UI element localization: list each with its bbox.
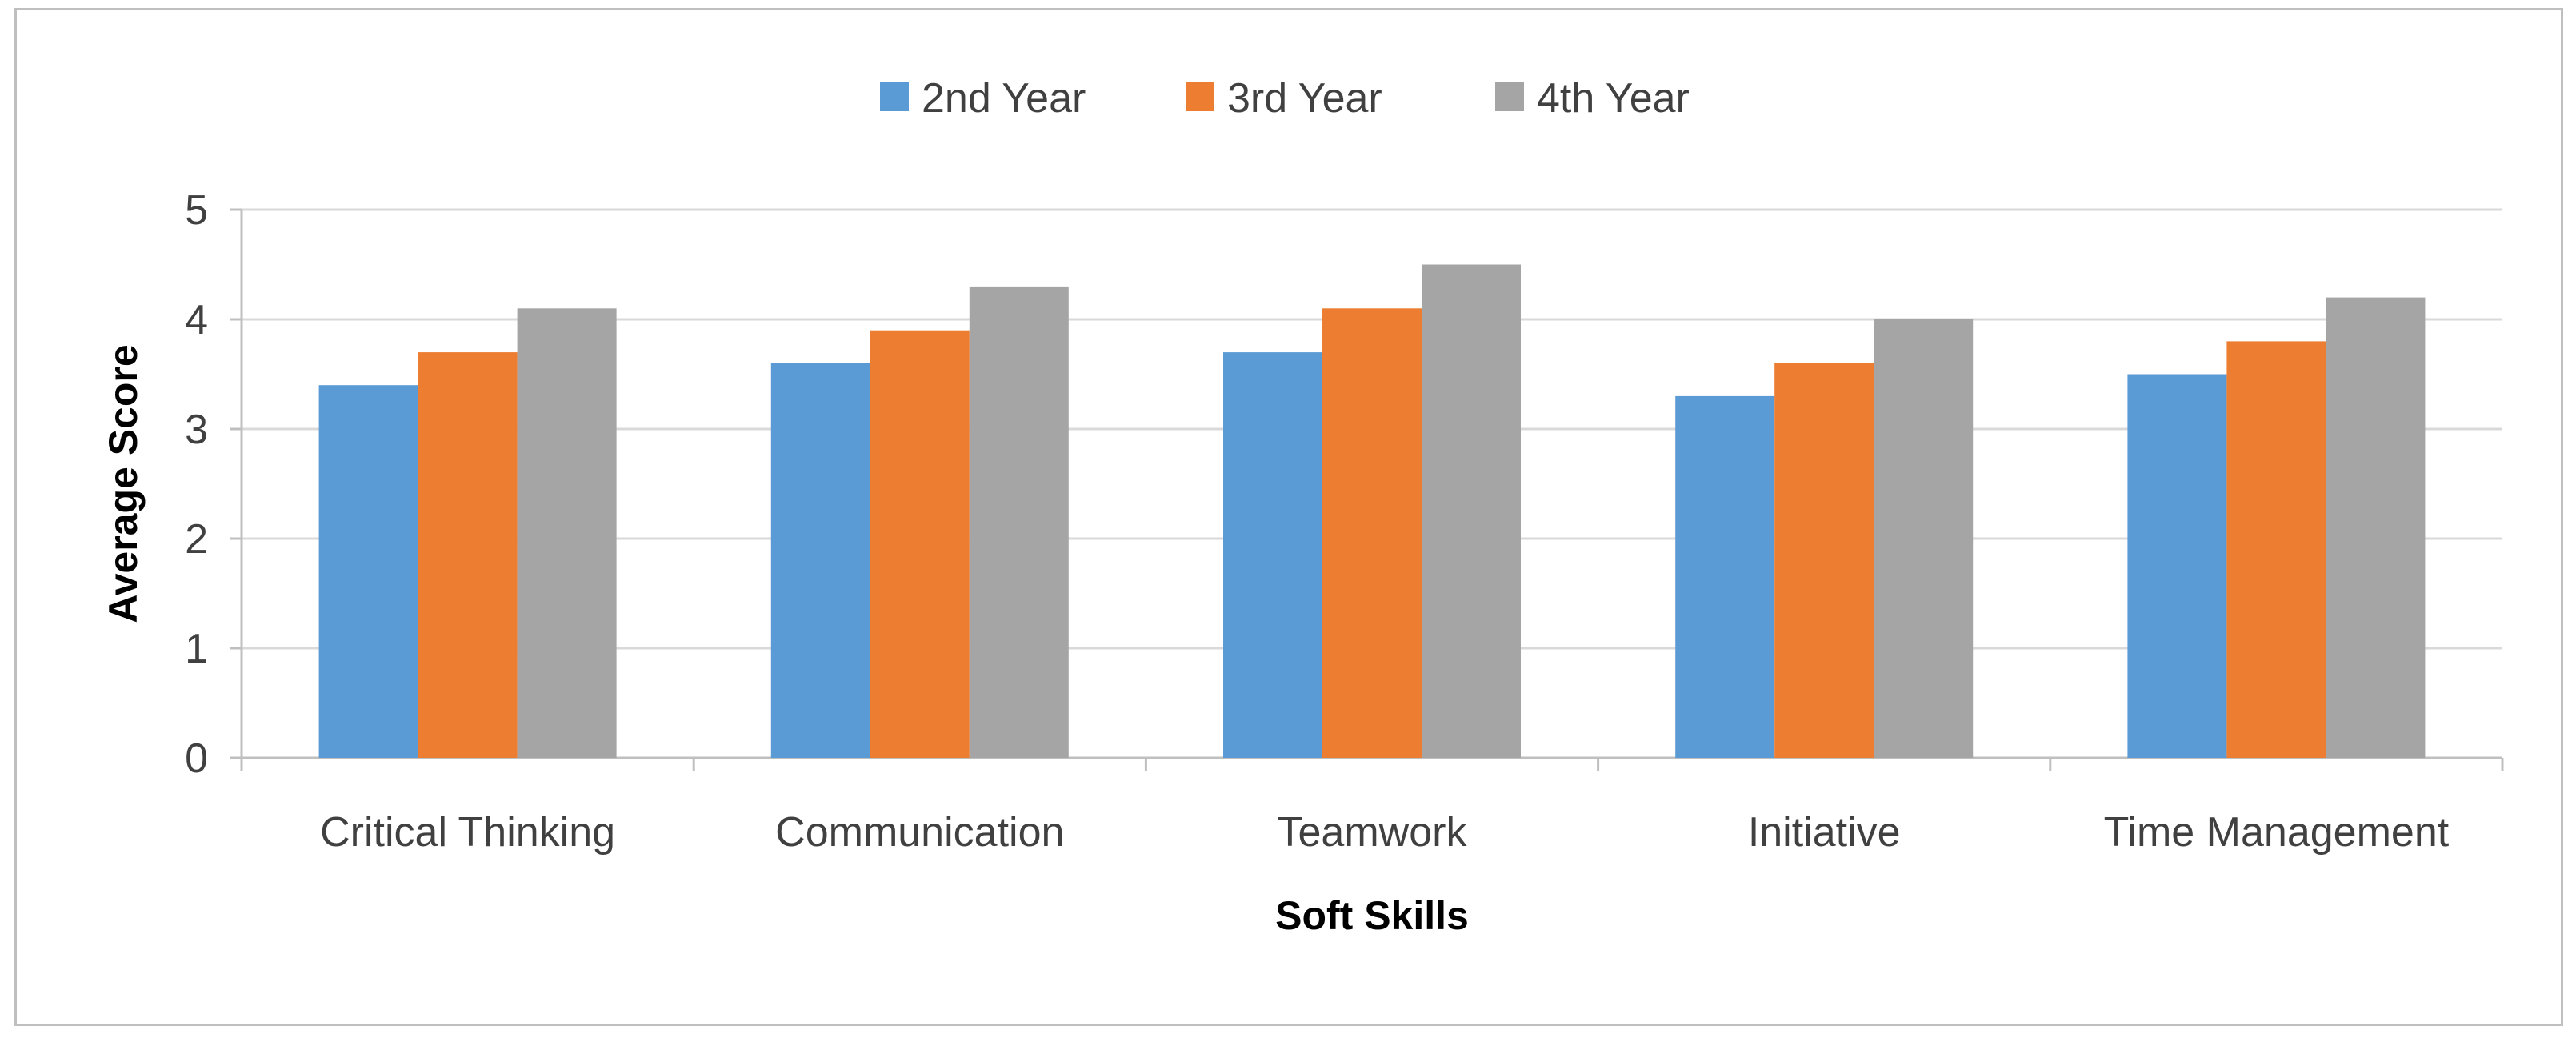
y-axis-title: Average Score [101, 344, 146, 623]
bar [418, 352, 518, 758]
y-tick-label: 0 [185, 735, 208, 782]
bar [2326, 297, 2426, 759]
bar [969, 286, 1069, 758]
bar [318, 385, 418, 758]
bar [1223, 352, 1322, 758]
bar [1774, 363, 1874, 758]
x-tick-label: Teamwork [1278, 809, 1468, 856]
bar-chart: 0 1 2 3 4 5 Critical Thinking Communication Team… [101, 75, 2504, 938]
x-tick-label: Time Management [2104, 809, 2450, 856]
y-tick-label: 4 [185, 297, 208, 343]
y-tick-label: 1 [185, 626, 208, 672]
bar [1322, 308, 1422, 758]
x-tick-label: Critical Thinking [320, 809, 615, 856]
bar [2127, 374, 2227, 758]
bar [2226, 341, 2326, 758]
x-tick-label: Initiative [1748, 809, 1901, 856]
legend-label: 4th Year [1537, 75, 1690, 122]
x-tick-label: Communication [775, 809, 1064, 856]
y-tick-label: 5 [185, 187, 208, 234]
legend-label: 2nd Year [922, 75, 1086, 122]
legend-label: 3rd Year [1227, 75, 1382, 122]
bar [1675, 395, 1775, 758]
x-axis-title: Soft Skills [1275, 893, 1469, 938]
y-tick-label: 3 [185, 407, 208, 453]
bar [770, 363, 870, 758]
y-tick-label: 2 [185, 516, 208, 563]
legend-swatch [1186, 82, 1214, 111]
bar [1422, 264, 1521, 758]
legend-swatch [1495, 82, 1524, 111]
bar [870, 330, 970, 758]
bar [517, 308, 617, 758]
legend-swatch [880, 82, 909, 111]
chart-frame: 0 1 2 3 4 5 Critical Thinking Communication Team… [14, 8, 2563, 1026]
bar [1874, 319, 1974, 758]
